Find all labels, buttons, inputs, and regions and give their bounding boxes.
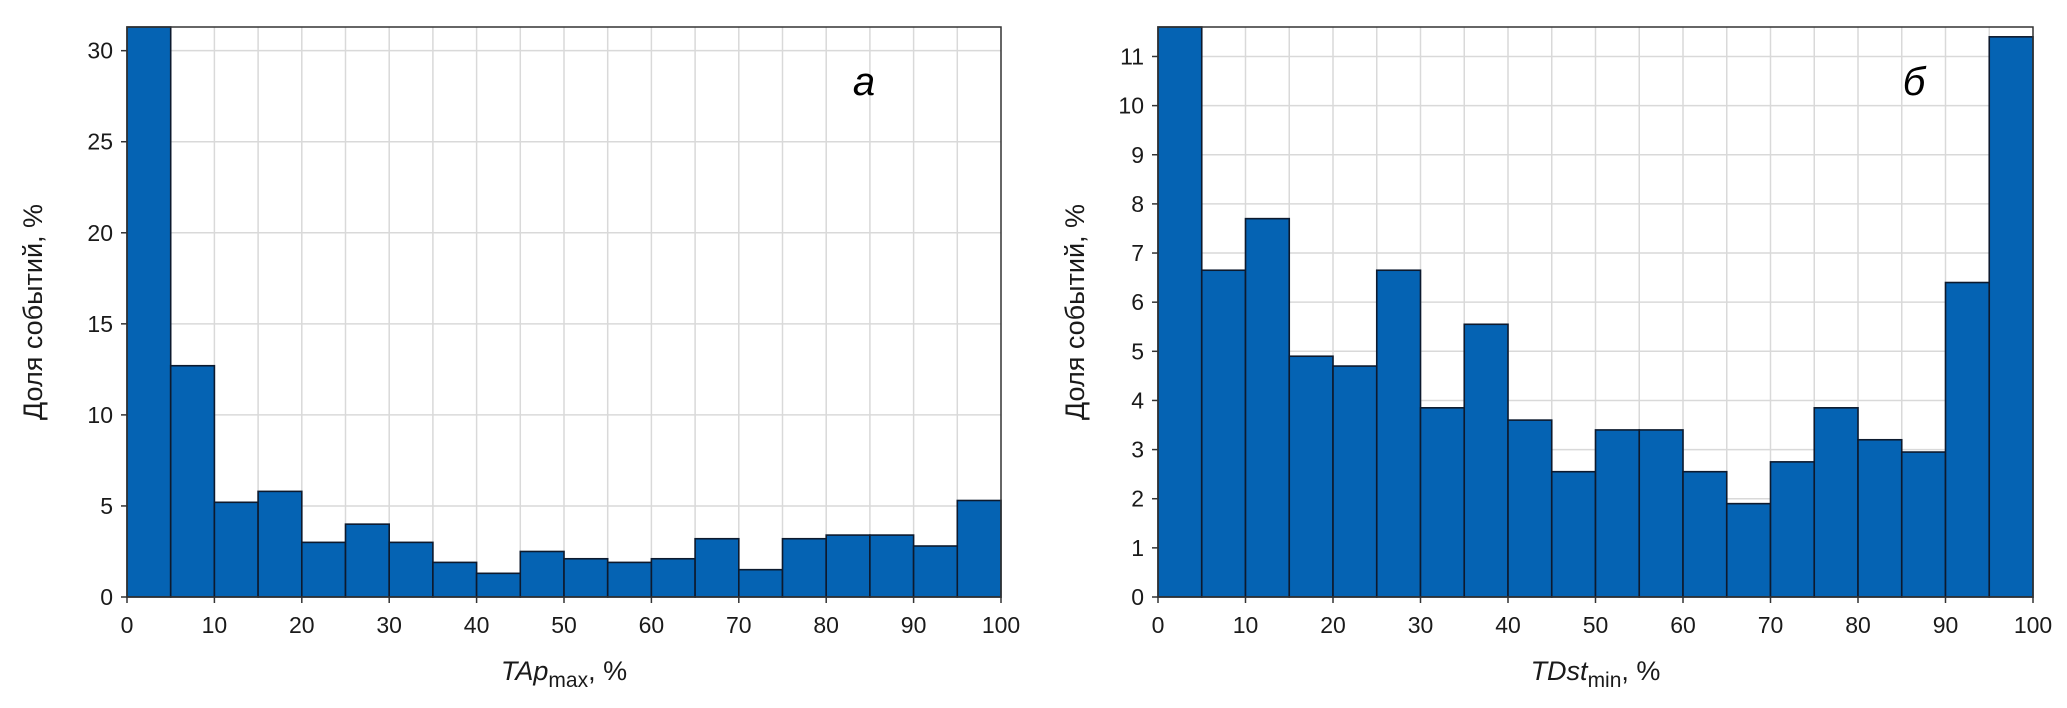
- y-tick-label: 2: [1131, 486, 1144, 512]
- y-tick-label: 11: [1120, 43, 1144, 69]
- histogram-bar: [1463, 323, 1509, 598]
- y-tick-label: 1: [1131, 535, 1144, 561]
- x-tick-label: 100: [2014, 612, 2052, 638]
- histogram-bar: [737, 568, 784, 598]
- histogram-bar: [1813, 407, 1859, 598]
- y-tick-label: 4: [1131, 387, 1144, 413]
- x-axis-label-subscript: min: [1588, 669, 1622, 692]
- x-tick-label: 20: [1320, 612, 1346, 638]
- y-tick-label: 0: [1131, 584, 1144, 610]
- x-tick-label: 60: [639, 612, 665, 638]
- x-tick-label: 70: [1758, 612, 1784, 638]
- histogram-bar: [1900, 451, 1947, 598]
- panel-letter-b: б: [1903, 60, 1927, 104]
- panel-letter-a: а: [853, 60, 875, 104]
- bars: [126, 26, 1002, 598]
- y-tick-label: 7: [1131, 240, 1144, 266]
- histogram-bar: [344, 523, 391, 598]
- x-tick-label: 20: [289, 612, 315, 638]
- x-tick-label: 90: [1933, 612, 1959, 638]
- histogram-bar: [1332, 365, 1378, 598]
- histogram-bar: [1594, 429, 1641, 598]
- histogram-bar: [169, 364, 216, 598]
- y-axis-label: Доля событий, %: [1060, 204, 1090, 420]
- x-tick-label: 80: [813, 612, 839, 638]
- y-tick-label: 15: [87, 311, 113, 337]
- x-tick-label: 50: [1583, 612, 1609, 638]
- histogram-panel-a: 0 10 20 30 40 50 60 70 80 90 100 0 5 10 15 20 25 30 Доля с…: [18, 26, 1020, 692]
- histogram-bar: [1769, 461, 1816, 598]
- histogram-bar: [1857, 438, 1903, 598]
- x-tick-label: 40: [1495, 612, 1521, 638]
- x-tick-label: 10: [202, 612, 228, 638]
- y-tick-label: 8: [1131, 191, 1144, 217]
- x-tick-label: 70: [726, 612, 752, 638]
- x-tick-label: 30: [376, 612, 402, 638]
- x-axis-label: TApmax, %: [501, 656, 627, 692]
- gridlines: [127, 27, 1001, 597]
- y-tick-label: 9: [1131, 142, 1144, 168]
- y-tick-label: 0: [100, 584, 113, 610]
- x-tick-label: 0: [121, 612, 134, 638]
- histogram-bar: [650, 557, 696, 598]
- histogram-bar: [1507, 419, 1553, 598]
- x-tick-label: 50: [551, 612, 577, 638]
- x-axis-label-unit: , %: [588, 656, 627, 686]
- histogram-bar: [869, 534, 915, 598]
- x-tick-label: 10: [1233, 612, 1259, 638]
- histogram-bar: [475, 572, 522, 598]
- histogram-bar: [781, 537, 828, 598]
- histogram-bar: [1419, 407, 1466, 598]
- x-tick-label: 80: [1845, 612, 1871, 638]
- y-tick-label: 3: [1131, 437, 1144, 463]
- histogram-bar: [1725, 502, 1772, 598]
- bars: [1157, 26, 2034, 598]
- histogram-bar: [257, 490, 303, 598]
- histogram-bar: [1157, 26, 1203, 598]
- x-tick-label: 0: [1152, 612, 1165, 638]
- x-tick-label: 60: [1670, 612, 1696, 638]
- histogram-bar: [1244, 217, 1291, 598]
- y-tick-label: 25: [87, 129, 113, 155]
- x-tick-label: 100: [982, 612, 1020, 638]
- y-tick-label: 6: [1131, 289, 1144, 315]
- y-tick-label: 5: [1131, 338, 1144, 364]
- x-tick-label: 90: [901, 612, 927, 638]
- y-tick-label: 10: [1118, 93, 1144, 119]
- x-axis-label-subscript: max: [548, 669, 588, 692]
- x-axis-label-unit: , %: [1621, 656, 1660, 686]
- histogram-bar: [1200, 269, 1247, 598]
- histogram-bar: [1944, 281, 1991, 598]
- histogram-bar: [1682, 470, 1728, 598]
- histogram-bar: [606, 561, 653, 598]
- histogram-bar: [519, 550, 565, 598]
- histogram-bar: [1288, 355, 1334, 598]
- histogram-bar: [1550, 470, 1597, 598]
- histogram-bar: [213, 501, 259, 598]
- histogram-bar: [388, 541, 434, 598]
- x-axis-label-variable: TAp: [501, 656, 549, 686]
- histogram-panel-b: 0 10 20 30 40 50 60 70 80 90 100 0 1 2 3 4 5 6 7 8 9 10 11 Доля…: [1060, 26, 2052, 692]
- histogram-bar: [1638, 429, 1684, 598]
- histogram-bar: [563, 557, 609, 598]
- x-axis-label: TDstmin, %: [1531, 656, 1661, 692]
- histogram-bar: [694, 537, 740, 598]
- x-tick-label: 30: [1408, 612, 1434, 638]
- x-tick-label: 40: [464, 612, 490, 638]
- histogram-bar: [432, 561, 478, 598]
- y-tick-label: 10: [87, 402, 113, 428]
- y-axis-label: Доля событий, %: [18, 204, 48, 420]
- histogram-bar: [825, 534, 871, 598]
- y-tick-label: 30: [87, 38, 113, 64]
- histogram-bar: [126, 26, 172, 598]
- histogram-bar: [912, 545, 959, 598]
- histogram-bar: [300, 541, 347, 598]
- histogram-bar: [1988, 36, 2034, 598]
- histogram-bar: [1375, 269, 1422, 598]
- y-tick-label: 20: [87, 220, 113, 246]
- y-tick-label: 5: [100, 493, 113, 519]
- histogram-bar: [956, 499, 1002, 598]
- x-axis-label-variable: TDst: [1531, 656, 1589, 686]
